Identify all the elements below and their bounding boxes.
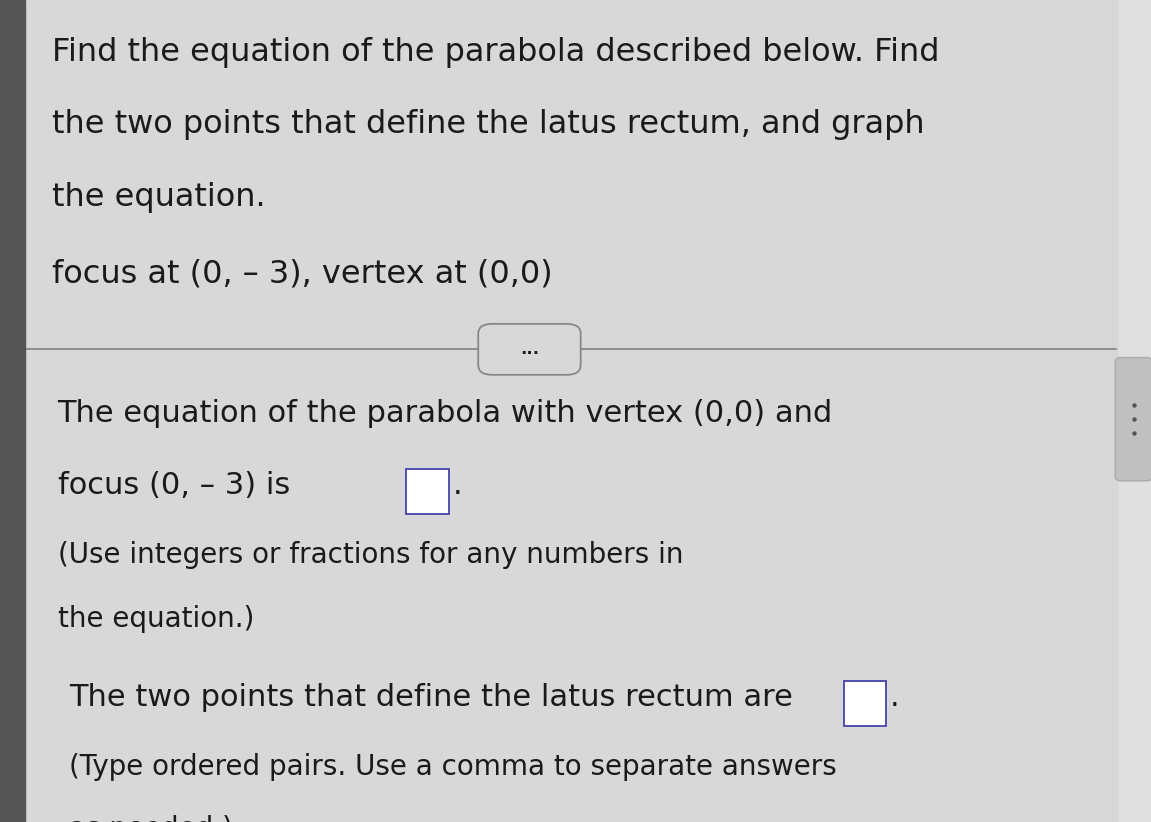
Text: the two points that define the latus rectum, and graph: the two points that define the latus rec… (52, 109, 924, 141)
Text: focus at (0, – 3), vertex at (0,0): focus at (0, – 3), vertex at (0,0) (52, 259, 552, 290)
FancyBboxPatch shape (844, 681, 886, 726)
Text: .: . (890, 683, 899, 712)
Text: The two points that define the latus rectum are: The two points that define the latus rec… (69, 683, 793, 712)
Text: Find the equation of the parabola described below. Find: Find the equation of the parabola descri… (52, 37, 939, 68)
Text: as needed.): as needed.) (69, 815, 233, 822)
FancyBboxPatch shape (1115, 358, 1151, 481)
Text: ...: ... (520, 340, 539, 358)
Text: the equation.: the equation. (52, 182, 266, 213)
Bar (1119, 0, 1151, 822)
Bar (0, 0, 25, 822)
FancyBboxPatch shape (479, 324, 580, 375)
Text: .: . (452, 471, 462, 500)
Text: The equation of the parabola with vertex (0,0) and: The equation of the parabola with vertex… (58, 399, 833, 427)
Text: (Use integers or fractions for any numbers in: (Use integers or fractions for any numbe… (58, 541, 683, 569)
FancyBboxPatch shape (406, 469, 449, 514)
Text: (Type ordered pairs. Use a comma to separate answers: (Type ordered pairs. Use a comma to sepa… (69, 753, 837, 781)
Text: the equation.): the equation.) (58, 605, 254, 633)
Text: focus (0, – 3) is: focus (0, – 3) is (58, 471, 290, 500)
